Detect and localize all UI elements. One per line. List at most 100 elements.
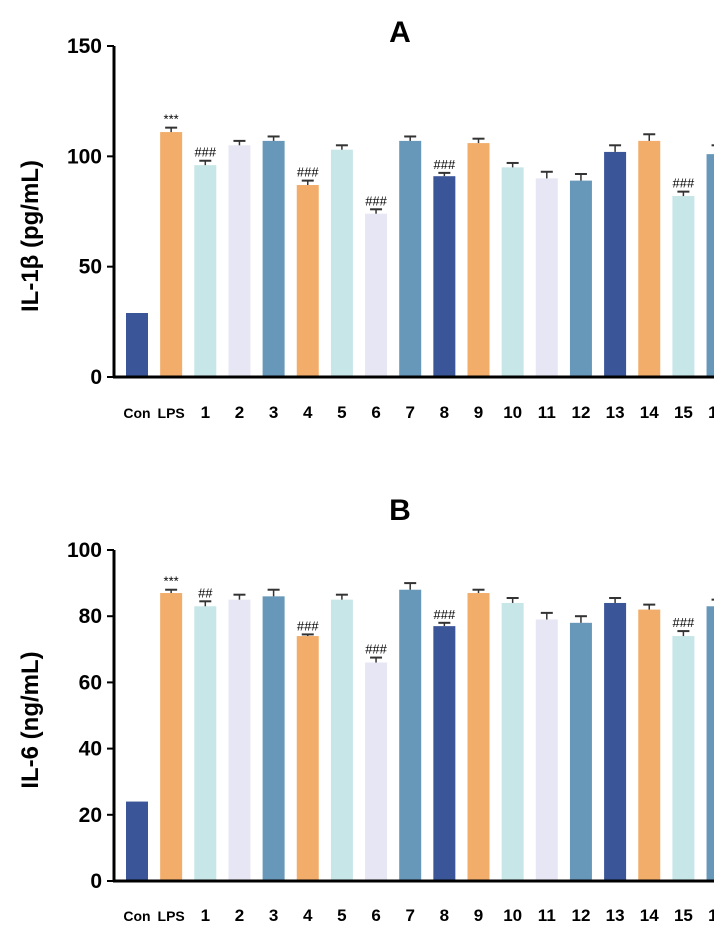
x-tick-label: 10 [503, 906, 522, 925]
significance-label: ### [433, 157, 455, 172]
bar [604, 602, 627, 881]
x-tick-label: LPS [158, 405, 185, 421]
x-tick-label: 11 [538, 403, 556, 422]
bar [194, 165, 217, 377]
y-tick-label: 60 [79, 671, 102, 694]
bar [604, 151, 627, 377]
y-tick-label: 0 [90, 870, 102, 893]
y-axis-label: IL-1β (pg/mL) [17, 160, 44, 312]
x-tick-label: 10 [503, 403, 522, 422]
x-tick-label: 16 [708, 906, 714, 925]
bar [160, 132, 183, 377]
significance-label: ### [297, 618, 319, 633]
bar [399, 140, 422, 377]
x-tick-label: 13 [606, 403, 625, 422]
bar [706, 606, 714, 881]
x-tick-label: 11 [538, 906, 556, 925]
bar [569, 622, 592, 881]
bar [365, 662, 388, 881]
x-tick-label: 9 [474, 906, 483, 925]
x-tick-label: 1 [201, 403, 210, 422]
bar [399, 589, 422, 881]
x-tick-label: Con [123, 908, 150, 924]
bar [467, 143, 490, 377]
bar [126, 313, 148, 377]
x-tick-label: 7 [405, 403, 414, 422]
x-tick-label: 2 [235, 403, 244, 422]
bar [672, 636, 695, 881]
y-tick-label: 100 [67, 539, 102, 562]
x-tick-label: 7 [405, 906, 414, 925]
x-tick-label: 9 [474, 403, 483, 422]
y-tick-label: 50 [79, 256, 102, 279]
y-tick-label: 80 [79, 605, 102, 628]
bar [535, 619, 558, 881]
bar [228, 599, 251, 881]
x-tick-label: 15 [674, 403, 693, 422]
significance-label: ### [365, 642, 387, 657]
x-tick-label: 1 [201, 906, 210, 925]
significance-label: *** [164, 112, 179, 127]
x-tick-label: 3 [269, 906, 278, 925]
bar [262, 596, 285, 881]
significance-label: ### [673, 615, 695, 630]
x-tick-label: 4 [303, 403, 313, 422]
bar [501, 602, 524, 881]
panel-title: A [389, 16, 411, 49]
y-axis-label: IL-6 (ng/mL) [17, 651, 44, 788]
bar [296, 185, 319, 377]
significance-label: ### [194, 145, 216, 160]
x-tick-label: LPS [158, 908, 185, 924]
x-tick-label: 5 [337, 403, 346, 422]
significance-label: ## [198, 585, 213, 600]
x-tick-label: 3 [269, 403, 278, 422]
x-tick-label: 12 [571, 403, 590, 422]
bar [638, 609, 661, 881]
significance-label: ### [365, 193, 387, 208]
bar [433, 176, 456, 377]
y-tick-label: 100 [67, 145, 102, 168]
x-tick-label: 6 [371, 906, 380, 925]
bar [433, 626, 456, 881]
x-tick-label: 8 [440, 403, 449, 422]
y-tick-label: 40 [79, 738, 102, 761]
significance-label: ### [433, 607, 455, 622]
bar [365, 213, 388, 377]
bar [228, 145, 251, 377]
bar [262, 140, 285, 377]
significance-label: *** [164, 574, 179, 589]
y-tick-label: 20 [79, 804, 102, 827]
x-tick-label: 14 [640, 403, 659, 422]
significance-label: ### [673, 176, 695, 191]
significance-label: ### [297, 165, 319, 180]
bar [569, 180, 592, 377]
bar [330, 599, 353, 881]
bar [535, 178, 558, 377]
bar [638, 140, 661, 377]
bar [501, 167, 524, 377]
x-tick-label: 2 [235, 906, 244, 925]
x-tick-label: 13 [606, 906, 625, 925]
bar [330, 149, 353, 377]
bar [296, 636, 319, 881]
y-tick-label: 150 [67, 35, 102, 58]
x-tick-label: 15 [674, 906, 693, 925]
x-tick-label: 14 [640, 906, 659, 925]
bar [194, 606, 217, 881]
bar [126, 801, 148, 881]
x-tick-label: 4 [303, 906, 313, 925]
panel-title: B [389, 494, 411, 527]
bar [706, 154, 714, 377]
x-tick-label: Con [123, 405, 150, 421]
x-tick-label: 8 [440, 906, 449, 925]
bar [672, 196, 695, 377]
x-tick-label: 6 [371, 403, 380, 422]
bar [467, 593, 490, 881]
x-tick-label: 16 [708, 403, 714, 422]
bar [160, 593, 183, 881]
x-tick-label: 12 [571, 906, 590, 925]
y-tick-label: 0 [90, 366, 102, 389]
